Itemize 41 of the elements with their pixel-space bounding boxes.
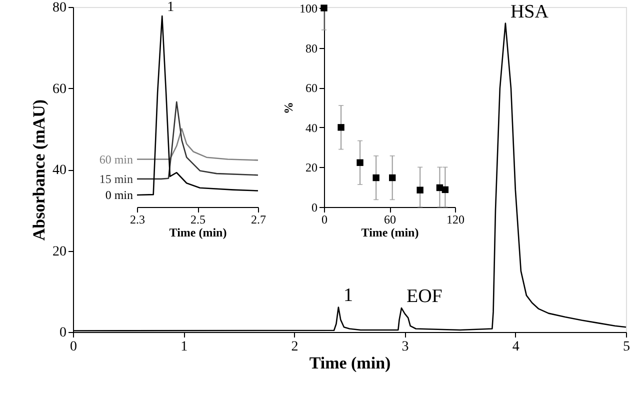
y-tick-label: 0: [60, 326, 66, 340]
y-tick-label: 100: [300, 2, 318, 16]
series-label: 60 min: [99, 152, 133, 166]
x-tick-label: 2: [291, 340, 298, 354]
x-axis-title: Time (min): [309, 354, 391, 372]
x-tick-label: 3: [402, 340, 409, 354]
y-tick-label: 40: [52, 163, 66, 178]
x-tick-label: 2.5: [190, 212, 206, 226]
y-tick-label: 80: [52, 0, 66, 16]
y-tick-label: 20: [306, 160, 318, 175]
y-tick-label: 40: [306, 120, 318, 135]
x-tick-label: 2.7: [251, 212, 266, 226]
y-tick-label: 20: [52, 244, 66, 260]
point: [416, 186, 424, 194]
x-tick-label: 5: [623, 340, 630, 354]
point: [388, 174, 396, 182]
series-label: 15 min: [99, 172, 133, 186]
x-tick-label: 4: [512, 340, 520, 354]
x-tick-label: 120: [446, 212, 464, 226]
x-tick-label: 2.3: [130, 212, 145, 226]
y-tick-label: 0: [312, 200, 318, 214]
y-tick-label: 60: [52, 82, 66, 97]
y-axis-title: Absorbance (mAU): [30, 99, 48, 241]
point: [338, 124, 344, 131]
x-axis-title: Time (min): [361, 226, 419, 240]
series-label: 0 min: [105, 188, 133, 202]
x-tick-label: 60: [384, 212, 396, 226]
point: [372, 174, 380, 182]
x-tick-label: 0: [70, 340, 77, 354]
annotation: 1: [343, 285, 353, 306]
y-tick-label: 80: [306, 41, 318, 56]
point: [356, 159, 364, 166]
y-tick-label: 60: [306, 81, 318, 96]
annotation: EOF: [406, 286, 442, 308]
x-axis-title: Time (min): [169, 226, 227, 240]
annotation: 1: [167, 0, 174, 15]
x-tick-label: 0: [322, 212, 328, 226]
annotation: HSA: [510, 1, 549, 22]
point: [442, 186, 449, 194]
x-tick-label: 1: [180, 340, 188, 354]
y-axis-title: %: [282, 102, 296, 114]
